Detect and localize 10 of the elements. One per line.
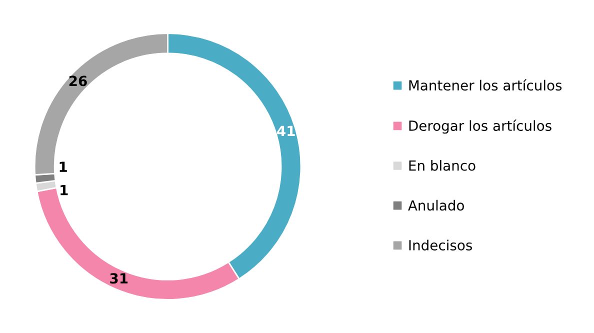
legend-label: Indecisos xyxy=(409,240,472,250)
data-label: 41 xyxy=(277,126,295,136)
data-label: 26 xyxy=(69,76,87,86)
legend-label: En blanco xyxy=(409,160,476,171)
data-label: 1 xyxy=(60,185,68,196)
data-label: 1 xyxy=(60,162,67,172)
data-label: 31 xyxy=(110,273,128,284)
legend-label: Anulado xyxy=(408,200,464,211)
legend-label: Mantener los artículos xyxy=(409,79,562,91)
legend-label: Derogar los artículos xyxy=(409,120,552,134)
